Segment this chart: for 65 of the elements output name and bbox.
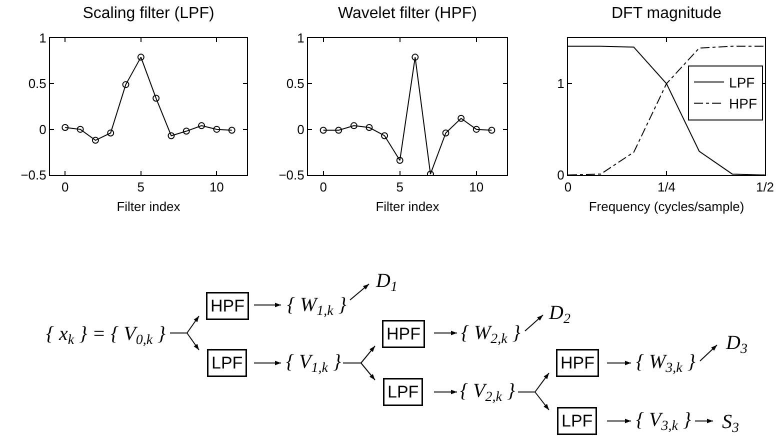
text: D$_{1}$ xyxy=(375,270,398,296)
y-tick-label: 0 xyxy=(39,122,46,137)
text: { V$_{2,k}$ } xyxy=(460,380,515,406)
text: HPF xyxy=(560,354,594,372)
point xyxy=(92,136,99,144)
x-tick-label: 1/4 xyxy=(657,180,676,195)
point xyxy=(472,126,480,133)
x-tick-label: 5 xyxy=(396,180,404,195)
y-tick-label: 0.5 xyxy=(286,76,304,92)
text: { V$_{1,k}$ } xyxy=(286,351,341,376)
point xyxy=(76,126,84,133)
legend-label: HPF xyxy=(729,96,758,112)
point xyxy=(366,124,373,132)
text: S$_{3}$ xyxy=(722,411,739,436)
point xyxy=(122,81,130,88)
point xyxy=(198,122,206,130)
text: { W$_{3,k}$ } xyxy=(636,351,696,376)
y-tick-label: 0.5 xyxy=(28,76,46,92)
point xyxy=(137,54,144,61)
point xyxy=(152,94,160,102)
text: LPF xyxy=(212,354,243,372)
point xyxy=(62,124,69,132)
point xyxy=(458,114,465,122)
x-axis-title: Filter index xyxy=(116,199,181,214)
point xyxy=(488,126,496,134)
x-tick-label: 1/2 xyxy=(756,180,774,195)
chart-title: Scaling filter (LPF) xyxy=(82,5,214,22)
point xyxy=(335,126,342,134)
point xyxy=(350,122,358,130)
point xyxy=(107,129,114,136)
point xyxy=(396,156,404,164)
y-tick-label: 1 xyxy=(557,76,564,92)
y-tick-label: 0 xyxy=(297,122,304,137)
text: D$_{3}$ xyxy=(725,332,748,358)
x-axis-title: Frequency (cycles/sample) xyxy=(588,199,744,214)
text: D$_{2}$ xyxy=(548,302,570,328)
point xyxy=(213,126,220,133)
point xyxy=(442,129,450,136)
x-tick-label: 0 xyxy=(62,180,69,195)
y-tick-label: 1 xyxy=(297,30,304,46)
point xyxy=(228,126,236,134)
chart-title: Wavelet filter (HPF) xyxy=(338,5,477,22)
text: LPF xyxy=(388,382,419,402)
text: HPF xyxy=(210,296,244,316)
text: { V$_{3,k}$ } xyxy=(636,409,691,434)
x-tick-label: 5 xyxy=(137,180,145,195)
y-tick-label: −0.5 xyxy=(278,168,304,183)
legend-label: LPF xyxy=(729,74,755,90)
point xyxy=(381,132,388,140)
y-tick-label: −0.5 xyxy=(20,168,46,183)
text: HPF xyxy=(386,324,420,344)
y-tick-label: 1 xyxy=(39,30,46,46)
chart-title: DFT magnitude xyxy=(612,5,722,22)
point xyxy=(168,132,175,140)
text: { W$_{2,k}$ } xyxy=(461,322,520,348)
x-axis-title: Filter index xyxy=(376,199,440,214)
x-tick-label: 0 xyxy=(320,180,327,195)
text: LPF xyxy=(562,412,593,430)
text: { W$_{1,k}$ } xyxy=(287,294,346,320)
point xyxy=(412,54,419,61)
point xyxy=(182,128,190,135)
x-tick-label: 10 xyxy=(469,180,484,195)
point xyxy=(320,126,327,134)
x-tick-label: 10 xyxy=(209,180,224,195)
text: { x$_{k}$ } = { V$_{0,k}$ } xyxy=(46,323,166,348)
